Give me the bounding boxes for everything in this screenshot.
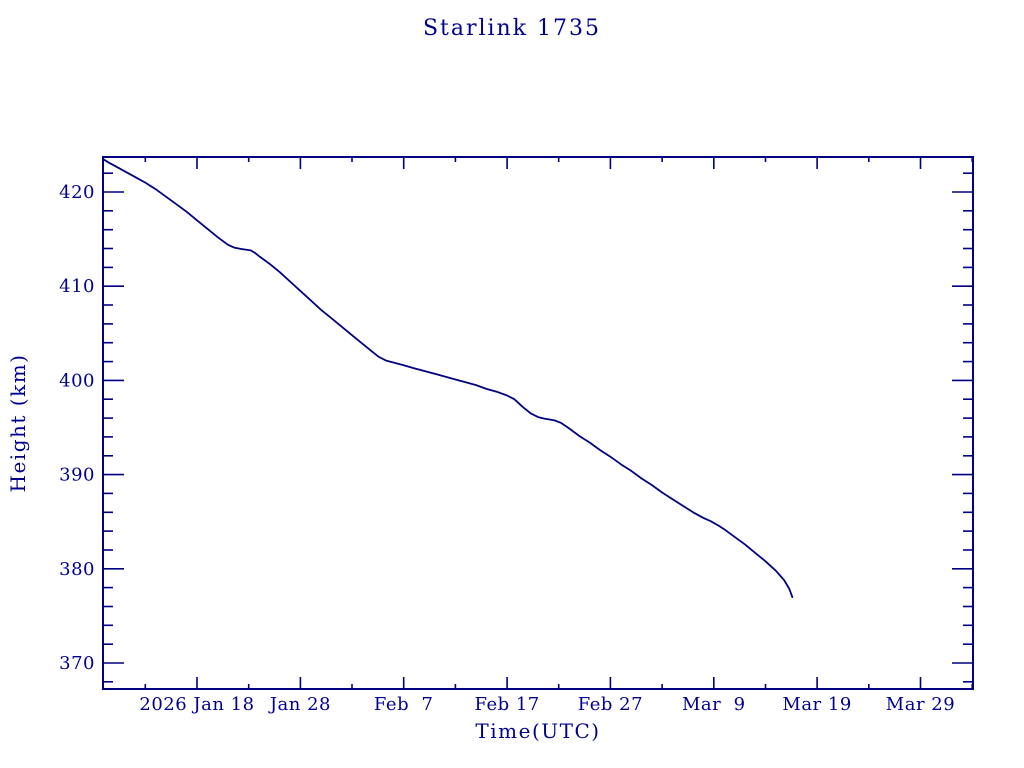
y-tick-label: 410 [59, 276, 95, 297]
chart-title: Starlink 1735 [422, 16, 602, 41]
plot-frame [102, 156, 974, 690]
y-tick-label: 400 [59, 370, 95, 391]
y-tick-label: 370 [59, 653, 95, 674]
height-series-line [102, 158, 794, 598]
y-tick-label: 380 [59, 559, 95, 580]
x-tick-label: Feb 17 [474, 694, 539, 715]
x-tick-label: Feb 27 [578, 694, 643, 715]
y-axis-title: Height (km) [6, 353, 30, 493]
x-tick-label: Mar 9 [682, 694, 746, 715]
x-axis-title: Time(UTC) [475, 719, 601, 743]
x-tick-label: Mar 29 [886, 694, 955, 715]
x-tick-label: Jan 28 [268, 694, 331, 715]
x-tick-label: 2026 Jan 18 [139, 694, 254, 715]
x-tick-label: Mar 19 [782, 694, 851, 715]
x-tick-label: Feb 7 [374, 694, 434, 715]
y-tick-label: 390 [59, 465, 95, 486]
y-tick-label: 420 [59, 182, 95, 203]
